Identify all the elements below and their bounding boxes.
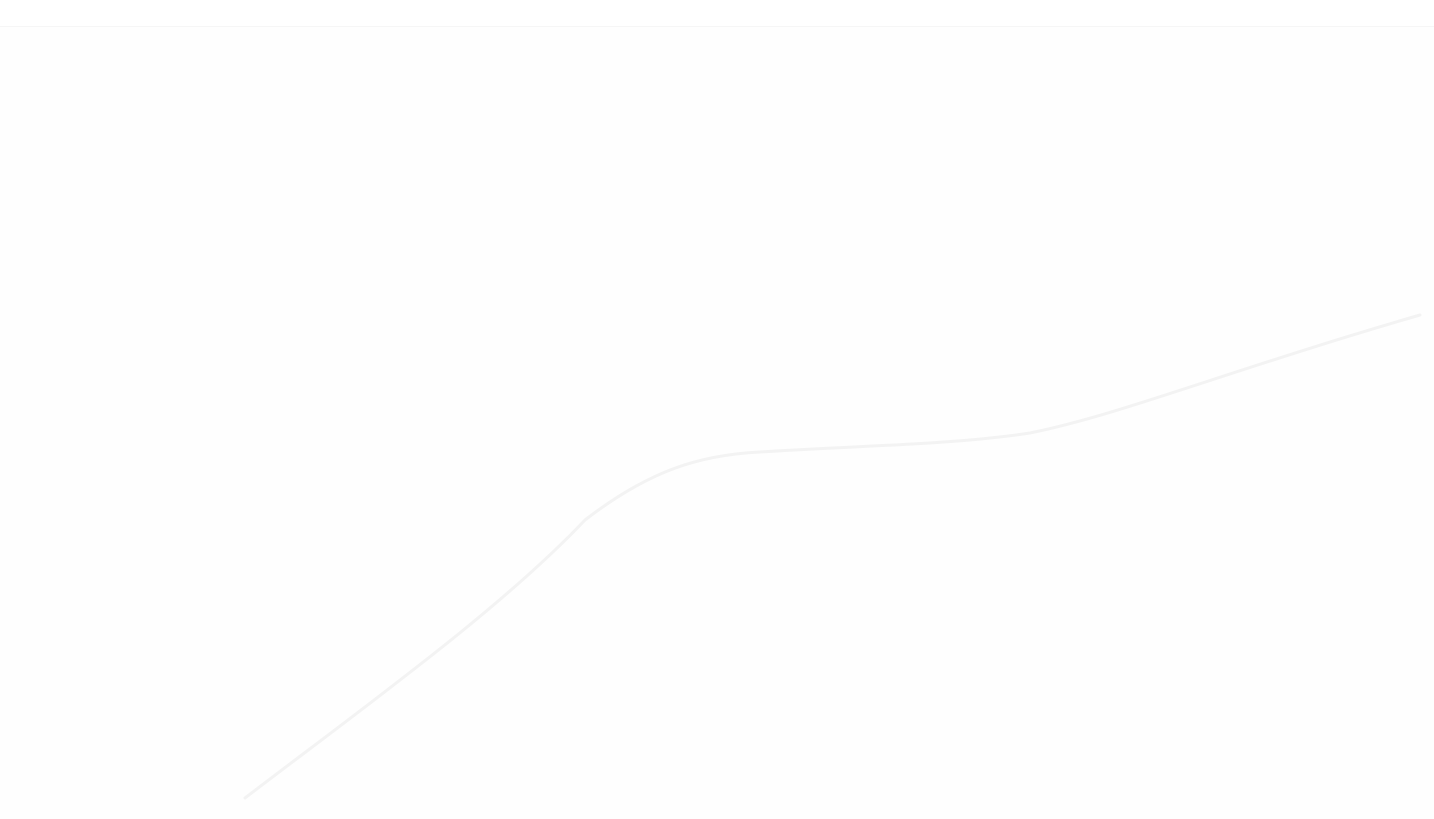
top-bar <box>0 0 1434 27</box>
content-area <box>0 27 1434 819</box>
